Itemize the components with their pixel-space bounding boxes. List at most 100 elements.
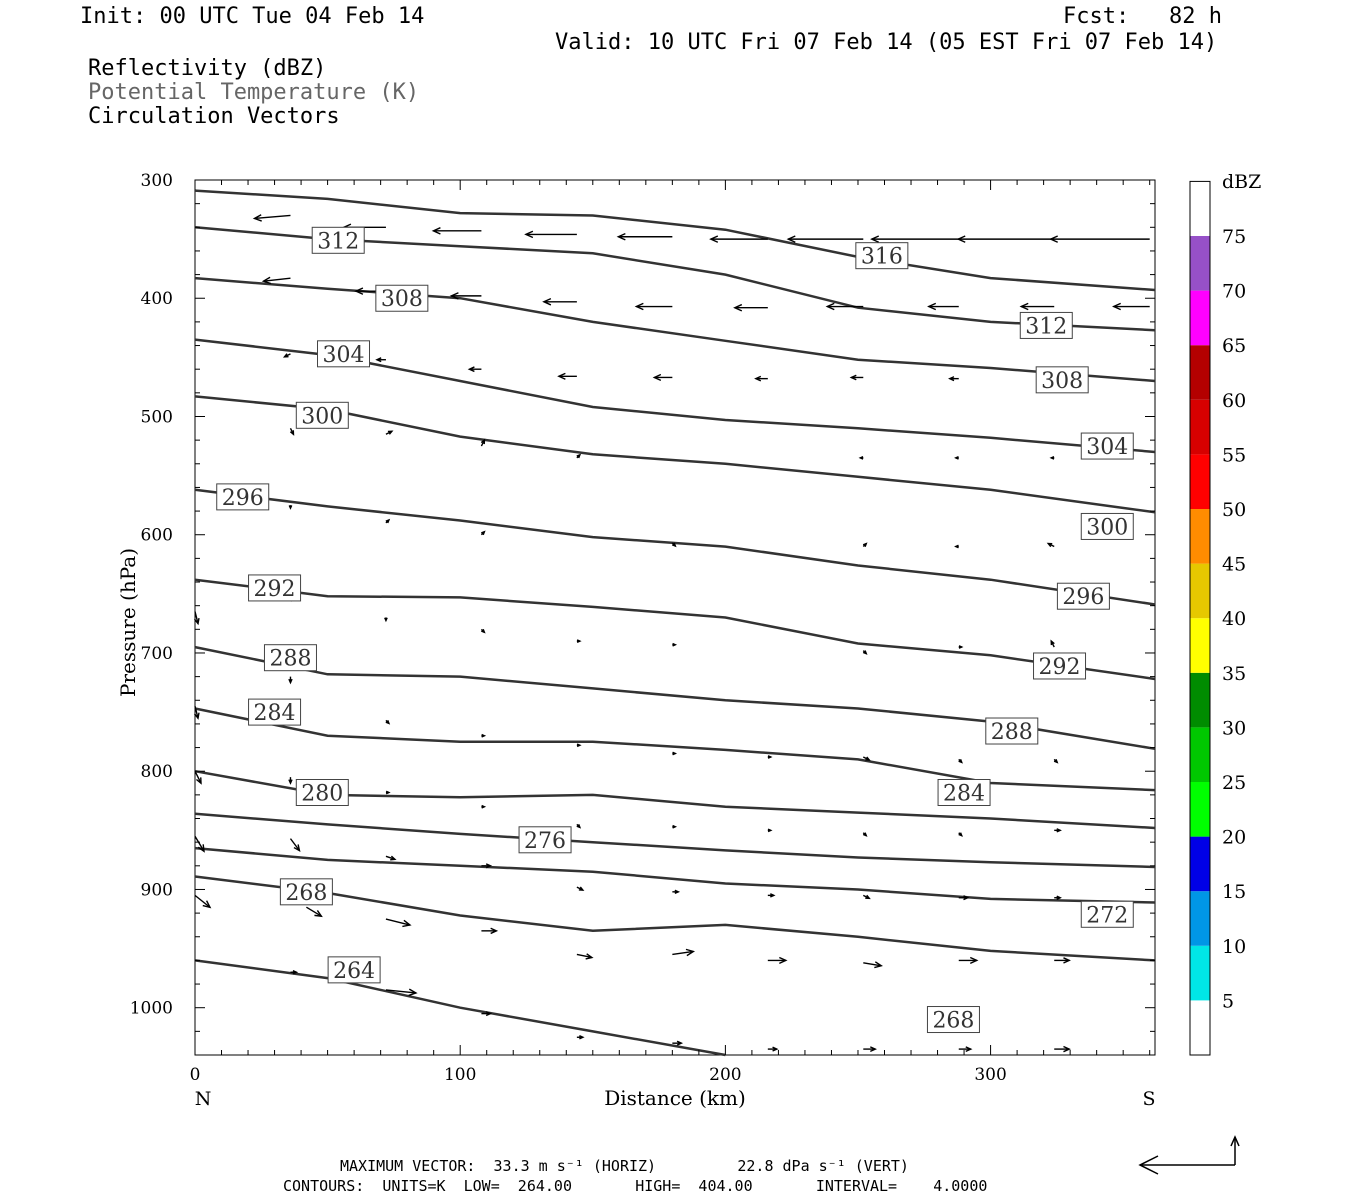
x-tick-label: 0 <box>190 1065 201 1085</box>
circulation-vector <box>385 989 417 994</box>
circulation-vector-head <box>874 961 883 969</box>
isentrope-268 <box>194 875 1156 962</box>
circulation-vector-head <box>709 235 719 243</box>
circulation-vector-head <box>672 751 678 756</box>
colorbar-tick-label: 65 <box>1222 335 1246 357</box>
circulation-vector-head <box>481 628 486 634</box>
contour-label-box <box>1080 512 1134 540</box>
colorbar-segment <box>1190 891 1210 946</box>
contour-label-box <box>926 1006 980 1034</box>
circulation-vector-head <box>292 970 299 975</box>
contour-label-box <box>518 826 572 854</box>
contour-label: 300 <box>301 404 343 429</box>
circulation-vector-head <box>375 357 382 363</box>
contour-label-box <box>248 574 302 602</box>
circulation-vectors <box>193 214 1150 1053</box>
circulation-vector-head <box>865 894 871 900</box>
circulation-vector-head <box>616 232 626 241</box>
circulation-vector-head <box>261 276 271 285</box>
circulation-vector-head <box>779 956 788 964</box>
circulation-vector-head <box>576 639 582 644</box>
circulation-vector-head <box>402 919 412 928</box>
circulation-vector-head <box>1063 957 1071 964</box>
circulation-vector-head <box>557 372 566 380</box>
circulation-vector-head <box>869 1046 877 1052</box>
x-end-label-n: N <box>195 1088 212 1110</box>
circulation-vector-head <box>576 824 582 829</box>
colorbar-segment <box>1190 782 1210 837</box>
isentrope-292 <box>194 578 1156 681</box>
circulation-vector-head <box>576 453 582 459</box>
colorbar-tick-label: 25 <box>1222 772 1246 794</box>
circulation-vector-head <box>754 375 762 382</box>
y-axis-title: Pressure (hPa) <box>116 548 140 697</box>
circulation-vector-head <box>193 712 200 720</box>
x-end-label-s: S <box>1142 1088 1155 1110</box>
circulation-vector <box>194 770 202 784</box>
y-tick-label: 900 <box>141 880 173 900</box>
contour-label: 276 <box>524 829 566 854</box>
plot-frame <box>194 179 1156 1056</box>
colorbar-tick-label: 5 <box>1222 990 1234 1012</box>
circulation-vector-head <box>1056 895 1062 900</box>
init-time: Init: 00 UTC Tue 04 Feb 14 <box>80 4 425 29</box>
field-circulation-vectors: Circulation Vectors <box>88 104 340 129</box>
colorbar-segment <box>1190 1000 1210 1055</box>
circulation-vector-head <box>671 542 677 548</box>
x-tick-label: 100 <box>444 1065 476 1085</box>
circulation-vector <box>385 918 411 926</box>
circulation-vector-head <box>467 366 475 373</box>
circulation-vector <box>194 706 199 719</box>
contour-label-box <box>248 698 302 726</box>
contour-label-box <box>263 644 317 672</box>
circulation-vector-head <box>958 832 963 837</box>
circulation-vector-head <box>387 430 394 435</box>
colorbar-label: dBZ <box>1222 171 1261 193</box>
field-reflectivity: Reflectivity (dBZ) <box>88 56 327 81</box>
y-tick-label: 700 <box>141 644 173 664</box>
circulation-vector-head <box>958 645 964 649</box>
contour-label-box <box>375 284 429 312</box>
circulation-vector-head <box>385 518 391 524</box>
contour-label: 296 <box>222 486 264 511</box>
contours-note: CONTOURS: UNITS=K LOW= 264.00 HIGH= 404.… <box>283 1177 988 1195</box>
valid-time: Valid: 10 UTC Fri 07 Feb 14 (05 EST Fri … <box>555 30 1218 55</box>
circulation-vector-head <box>314 910 323 918</box>
circulation-vector-head <box>578 886 585 891</box>
colorbar-tick-label: 30 <box>1222 717 1246 739</box>
colorbar-segment <box>1190 836 1210 892</box>
isentrope-308 <box>194 276 1156 383</box>
circulation-vector-head <box>767 755 773 759</box>
circulation-vector-head <box>293 844 301 852</box>
circulation-vector-head <box>969 956 979 964</box>
colorbar-tick-label: 75 <box>1222 226 1246 248</box>
circulation-vector-head <box>579 1035 585 1040</box>
circulation-vector-head <box>927 302 937 311</box>
colorbar-tick-label: 35 <box>1222 663 1246 685</box>
colorbar-segment <box>1190 672 1210 728</box>
colorbar-segment <box>1190 454 1210 509</box>
circulation-vector-head <box>965 1046 973 1052</box>
circulation-vector <box>194 611 199 624</box>
contour-label-box <box>985 717 1039 745</box>
isentrope-300 <box>194 395 1156 514</box>
colorbar-segment <box>1190 181 1210 236</box>
contour-label-box <box>279 878 333 906</box>
x-tick-label: 300 <box>974 1065 1006 1085</box>
circulation-vector-head <box>1049 455 1055 460</box>
circulation-vector <box>863 962 882 967</box>
max-vector-note: MAXIMUM VECTOR: 33.3 m s⁻¹ (HORIZ) 22.8 … <box>340 1157 909 1175</box>
circulation-vector <box>194 894 211 908</box>
contour-label: 288 <box>991 720 1033 745</box>
circulation-vector-head <box>385 790 391 795</box>
contour-label: 268 <box>285 881 327 906</box>
circulation-vector-head <box>1063 1045 1071 1053</box>
circulation-vector-head <box>408 988 418 997</box>
isentrope-276 <box>194 812 1156 869</box>
circulation-vector-head <box>288 779 293 785</box>
colorbar-segment <box>1190 618 1210 673</box>
contour-label: 284 <box>254 701 296 726</box>
circulation-vector-head <box>354 287 364 295</box>
contour-label-box <box>1033 652 1087 680</box>
